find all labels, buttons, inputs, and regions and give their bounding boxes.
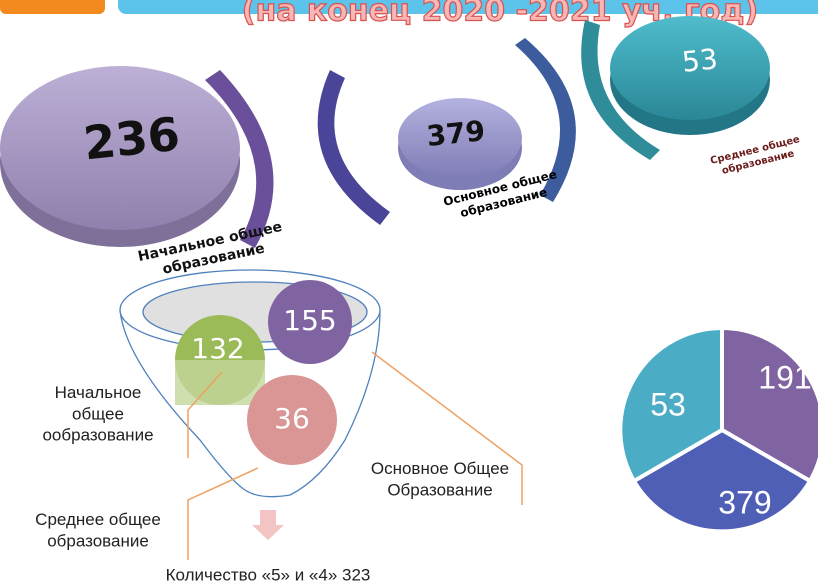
pie-label: 191 <box>758 359 811 395</box>
funnel-circle-shade <box>175 360 265 405</box>
arc <box>318 70 390 225</box>
arrow <box>252 510 284 540</box>
disc-label: Среднее общееобразование <box>709 133 804 179</box>
pie-label: 379 <box>718 484 771 520</box>
circle-value: 36 <box>274 402 310 435</box>
funnel-total: Количество «5» и «4» 323 <box>166 565 371 584</box>
disc-value: 53 <box>680 42 719 79</box>
leader <box>188 468 258 560</box>
disc-value: 236 <box>81 107 182 171</box>
slide: (на конец 2020 -2021 уч. год) 236 379 53… <box>0 0 818 587</box>
circle-value: 155 <box>283 304 336 337</box>
pie-label: 53 <box>650 386 686 422</box>
disc-value: 379 <box>425 114 487 153</box>
circle-value: 132 <box>191 332 244 365</box>
header-tab <box>0 0 105 14</box>
